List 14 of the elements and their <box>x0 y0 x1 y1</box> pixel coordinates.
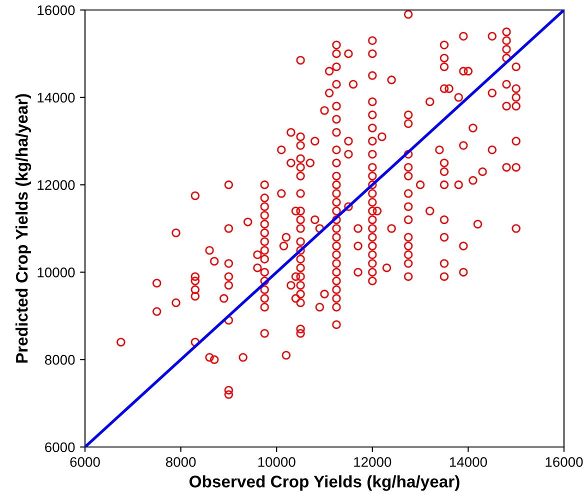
y-tick-label: 8000 <box>44 354 75 365</box>
x-tick-label: 16000 <box>546 457 583 467</box>
y-axis-title: Predicted Crop Yields (kg/ha/year) <box>15 94 32 363</box>
y-tick-label: 6000 <box>45 442 75 452</box>
y-tick-label: 12000 <box>38 180 75 190</box>
y-tick-label: 10000 <box>38 268 75 278</box>
x-tick-label: 10000 <box>258 457 296 467</box>
x-tick-label: 12000 <box>354 457 392 467</box>
x-axis-title: Observed Crop Yields (kg/ha/year) <box>189 475 460 491</box>
x-tick-label: 6000 <box>70 457 100 467</box>
y-tick-label: 16000 <box>38 5 75 16</box>
x-tick-label: 14000 <box>450 457 487 467</box>
x-tick-label: 8000 <box>166 457 196 467</box>
y-tick-label: 14000 <box>38 92 75 103</box>
